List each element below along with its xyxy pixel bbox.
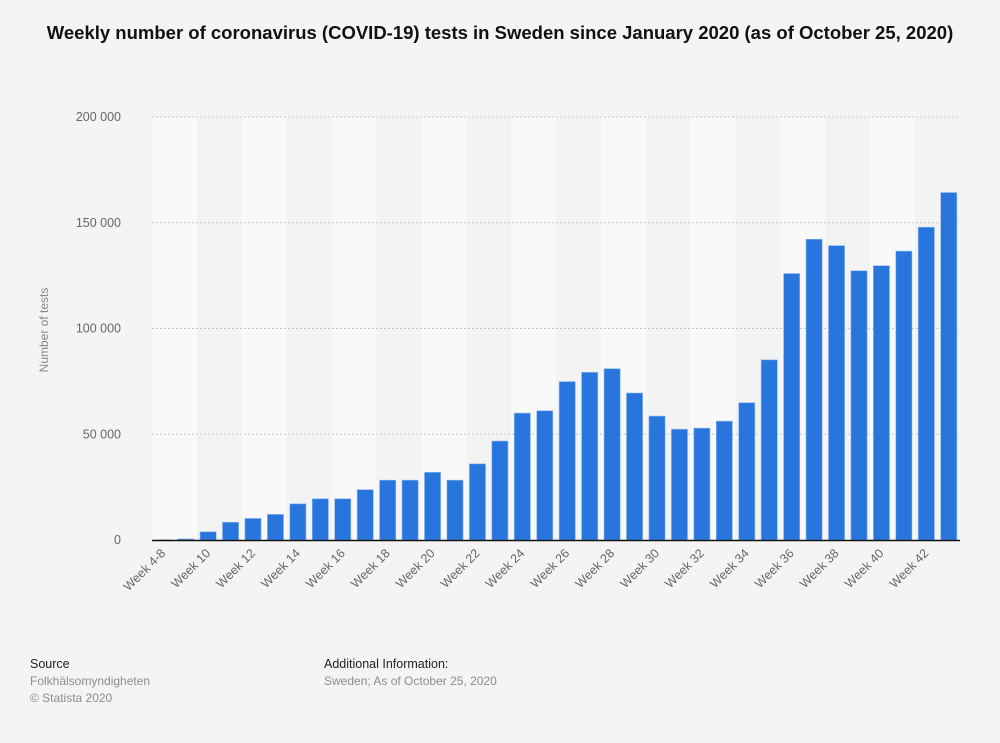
x-tick-label: Week 32 [662,546,707,591]
x-tick-label: Week 16 [303,546,348,591]
bar-week-25[interactable] [536,410,554,541]
x-tick-label: Week 22 [438,546,483,591]
bar-week-18[interactable] [379,479,397,541]
x-tick-label: Week 20 [393,546,438,591]
bar-week-36[interactable] [783,273,801,541]
y-tick-label: 0 [114,533,121,547]
copyright: © Statista 2020 [30,691,113,705]
bar-week-19[interactable] [401,479,419,541]
y-tick-label: 100 000 [76,322,121,336]
x-tick-label: Week 30 [617,546,662,591]
bar-week-15[interactable] [311,498,329,541]
x-tick-label: Week 24 [483,546,528,591]
bar-week-11[interactable] [222,521,239,541]
y-axis-label: Number of tests [37,287,51,373]
x-tick-label: Week 40 [842,546,887,591]
x-tick-label: Week 36 [752,546,797,591]
bar-week-17[interactable] [356,489,374,541]
y-tick-label: 150 000 [76,216,121,230]
x-tick-label: Week 14 [258,546,303,591]
bar-week-31[interactable] [671,428,688,541]
bar-week-20[interactable] [424,472,441,541]
x-axis-ticks: Week 4-8 Week 10 Week 12 Week 14 Week 16 Week… [121,546,932,594]
additional-info-text: Sweden; As of October 25, 2020 [324,674,497,688]
x-tick-label: Week 26 [528,546,573,591]
x-tick-label: Week 28 [573,546,618,591]
y-tick-label: 200 000 [76,110,121,124]
bar-week-35[interactable] [760,359,778,541]
bar-week-22[interactable] [469,463,486,541]
bar-week-26[interactable] [558,381,576,541]
bar-week-34[interactable] [738,402,756,541]
additional-info-block: Additional Information: Sweden; As of Oc… [324,656,497,690]
bar-week-43[interactable] [940,192,958,541]
source-heading: Source [30,657,70,671]
bar-week-14[interactable] [289,503,307,541]
x-tick-label: Week 34 [707,546,752,591]
source-block: Source Folkhälsomyndigheten © Statista 2… [30,656,150,707]
bar-week-38[interactable] [828,245,845,541]
bar-week-42[interactable] [917,226,935,541]
bar-week-27[interactable] [581,371,599,541]
chart-title: Weekly number of coronavirus (COVID-19) … [46,22,954,43]
bar-week-10[interactable] [199,531,217,541]
bar-week-24[interactable] [513,412,531,541]
bar-week-37[interactable] [805,238,823,541]
y-tick-label: 50 000 [83,427,121,441]
bar-week-32[interactable] [693,427,711,541]
background-band [152,117,197,540]
bar-week-30[interactable] [648,415,666,541]
bar-week-40[interactable] [873,265,890,541]
gridlines [152,116,960,435]
bar-week-23[interactable] [491,440,509,541]
bar-week-16[interactable] [334,498,352,541]
additional-info-heading: Additional Information: [324,657,449,671]
x-tick-label: Week 42 [887,546,932,591]
bar-week-21[interactable] [446,479,464,541]
x-tick-label: Week 10 [169,546,214,591]
bar-week-41[interactable] [895,250,913,541]
background-band [376,117,422,540]
bar-week-13[interactable] [267,514,284,541]
x-tick-label: Week 12 [213,546,258,591]
x-tick-label: Week 18 [348,546,393,591]
bar-week-33[interactable] [715,420,733,541]
source-name[interactable]: Folkhälsomyndigheten [30,674,151,688]
bar-week-29[interactable] [626,392,643,541]
bar-week-12[interactable] [244,518,262,541]
bar-week-39[interactable] [850,270,868,541]
x-tick-label: Week 4-8 [121,546,169,594]
x-tick-label: Week 38 [797,546,842,591]
bar-week-28[interactable] [603,368,621,541]
y-axis-ticks: 0 50 000 100 000 150 000 200 000 [76,110,121,547]
bars [154,192,958,541]
background-band [196,117,242,540]
